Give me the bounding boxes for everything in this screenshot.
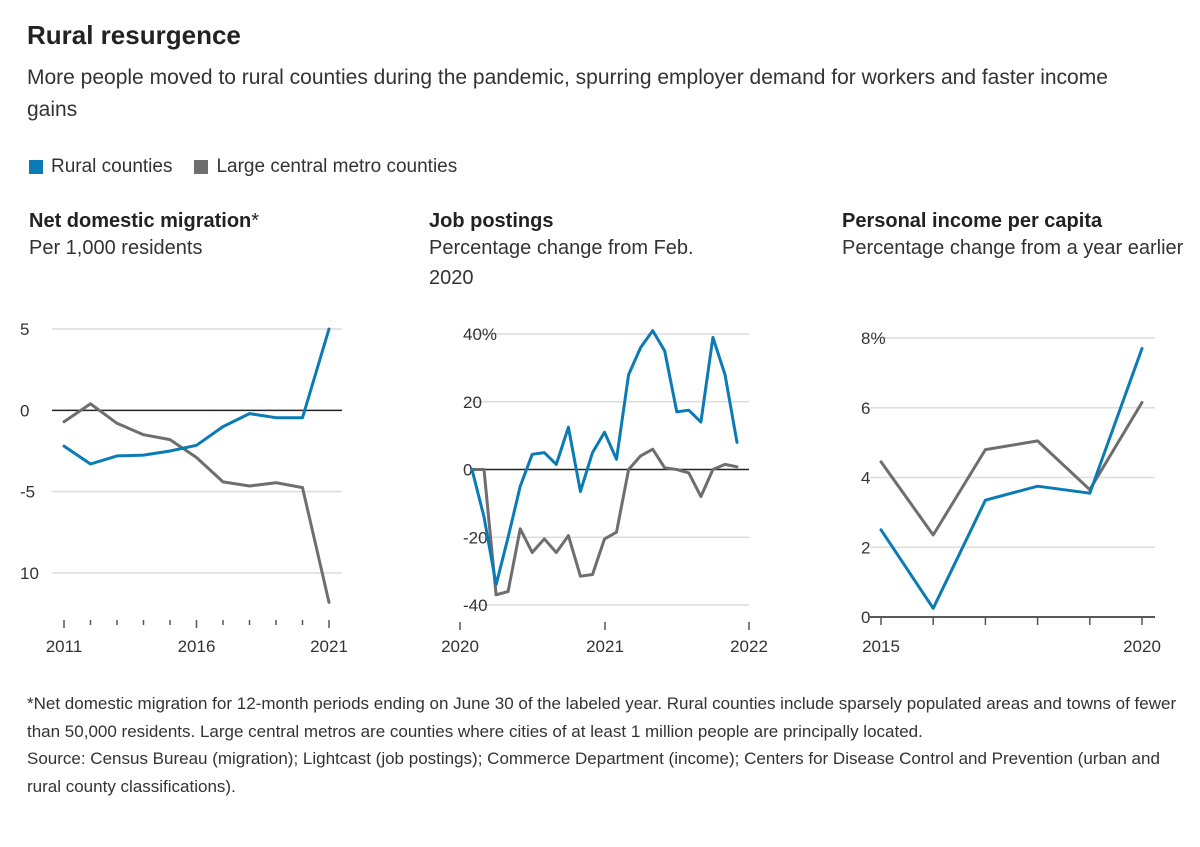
footnote-note: *Net domestic migration for 12-month per… — [27, 694, 1177, 741]
y-tick-label: 5 — [20, 320, 29, 339]
footnote-mark: * — [251, 210, 260, 232]
footnote-source: Source: Census Bureau (migration); Light… — [27, 749, 1160, 796]
panel-subtitle: Per 1,000 residents — [29, 237, 203, 259]
y-tick-label: -20 — [463, 528, 488, 547]
series-line-metro — [879, 401, 1144, 537]
chart-title: Rural resurgence — [27, 20, 241, 50]
series-line-metro — [62, 402, 331, 604]
legend-item-rural: Rural counties — [29, 156, 172, 178]
x-tick-label: 2015 — [862, 637, 900, 656]
panel-subtitle: Percentage change from a year earlier — [842, 237, 1184, 259]
x-tick-label: 2022 — [730, 637, 768, 656]
panel-header-jobs: Job postings Percentage change from Feb.… — [429, 210, 729, 293]
panel-subtitle: Percentage change from Feb. 2020 — [429, 237, 694, 289]
legend-label: Rural counties — [51, 156, 173, 177]
series-line-rural — [62, 327, 331, 466]
legend-swatch-rural — [29, 160, 43, 174]
panel-title: Job postings — [429, 210, 554, 232]
y-tick-label: 10 — [20, 564, 39, 583]
y-tick-label: 40% — [463, 325, 497, 344]
chart-subtitle: More people moved to rural counties duri… — [27, 66, 1108, 121]
series-line-metro — [470, 447, 739, 597]
footnote: *Net domestic migration for 12-month per… — [27, 690, 1187, 800]
series-line-rural — [879, 347, 1144, 610]
legend: Rural counties Large central metro count… — [29, 156, 479, 178]
legend-label: Large central metro counties — [216, 156, 458, 177]
series-line-rural — [470, 329, 739, 587]
y-tick-label: 0 — [463, 461, 472, 480]
y-tick-label: 0 — [20, 401, 29, 420]
panel-title: Net domestic migration — [29, 210, 252, 232]
legend-item-metro: Large central metro counties — [194, 156, 457, 178]
panel-header-income: Personal income per capita Percentage ch… — [842, 210, 1192, 263]
y-tick-label: 4 — [861, 469, 870, 488]
y-tick-label: 0 — [861, 608, 870, 627]
y-tick-label: 20 — [463, 393, 482, 412]
x-tick-label: 2020 — [1123, 637, 1161, 656]
x-tick-label: 2021 — [310, 637, 348, 656]
x-tick-label: 2020 — [441, 637, 479, 656]
y-tick-label: 6 — [861, 399, 870, 418]
panel-header-migration: Net domestic migration* Per 1,000 reside… — [29, 210, 359, 263]
x-tick-label: 2016 — [178, 637, 216, 656]
y-tick-label: 8% — [861, 329, 886, 348]
y-tick-label: -5 — [20, 483, 35, 502]
y-tick-label: 2 — [861, 538, 870, 557]
x-tick-label: 2021 — [586, 637, 624, 656]
panel-title: Personal income per capita — [842, 210, 1103, 232]
legend-swatch-metro — [194, 160, 209, 174]
y-tick-label: -40 — [463, 596, 488, 615]
x-tick-label: 2011 — [46, 637, 83, 656]
